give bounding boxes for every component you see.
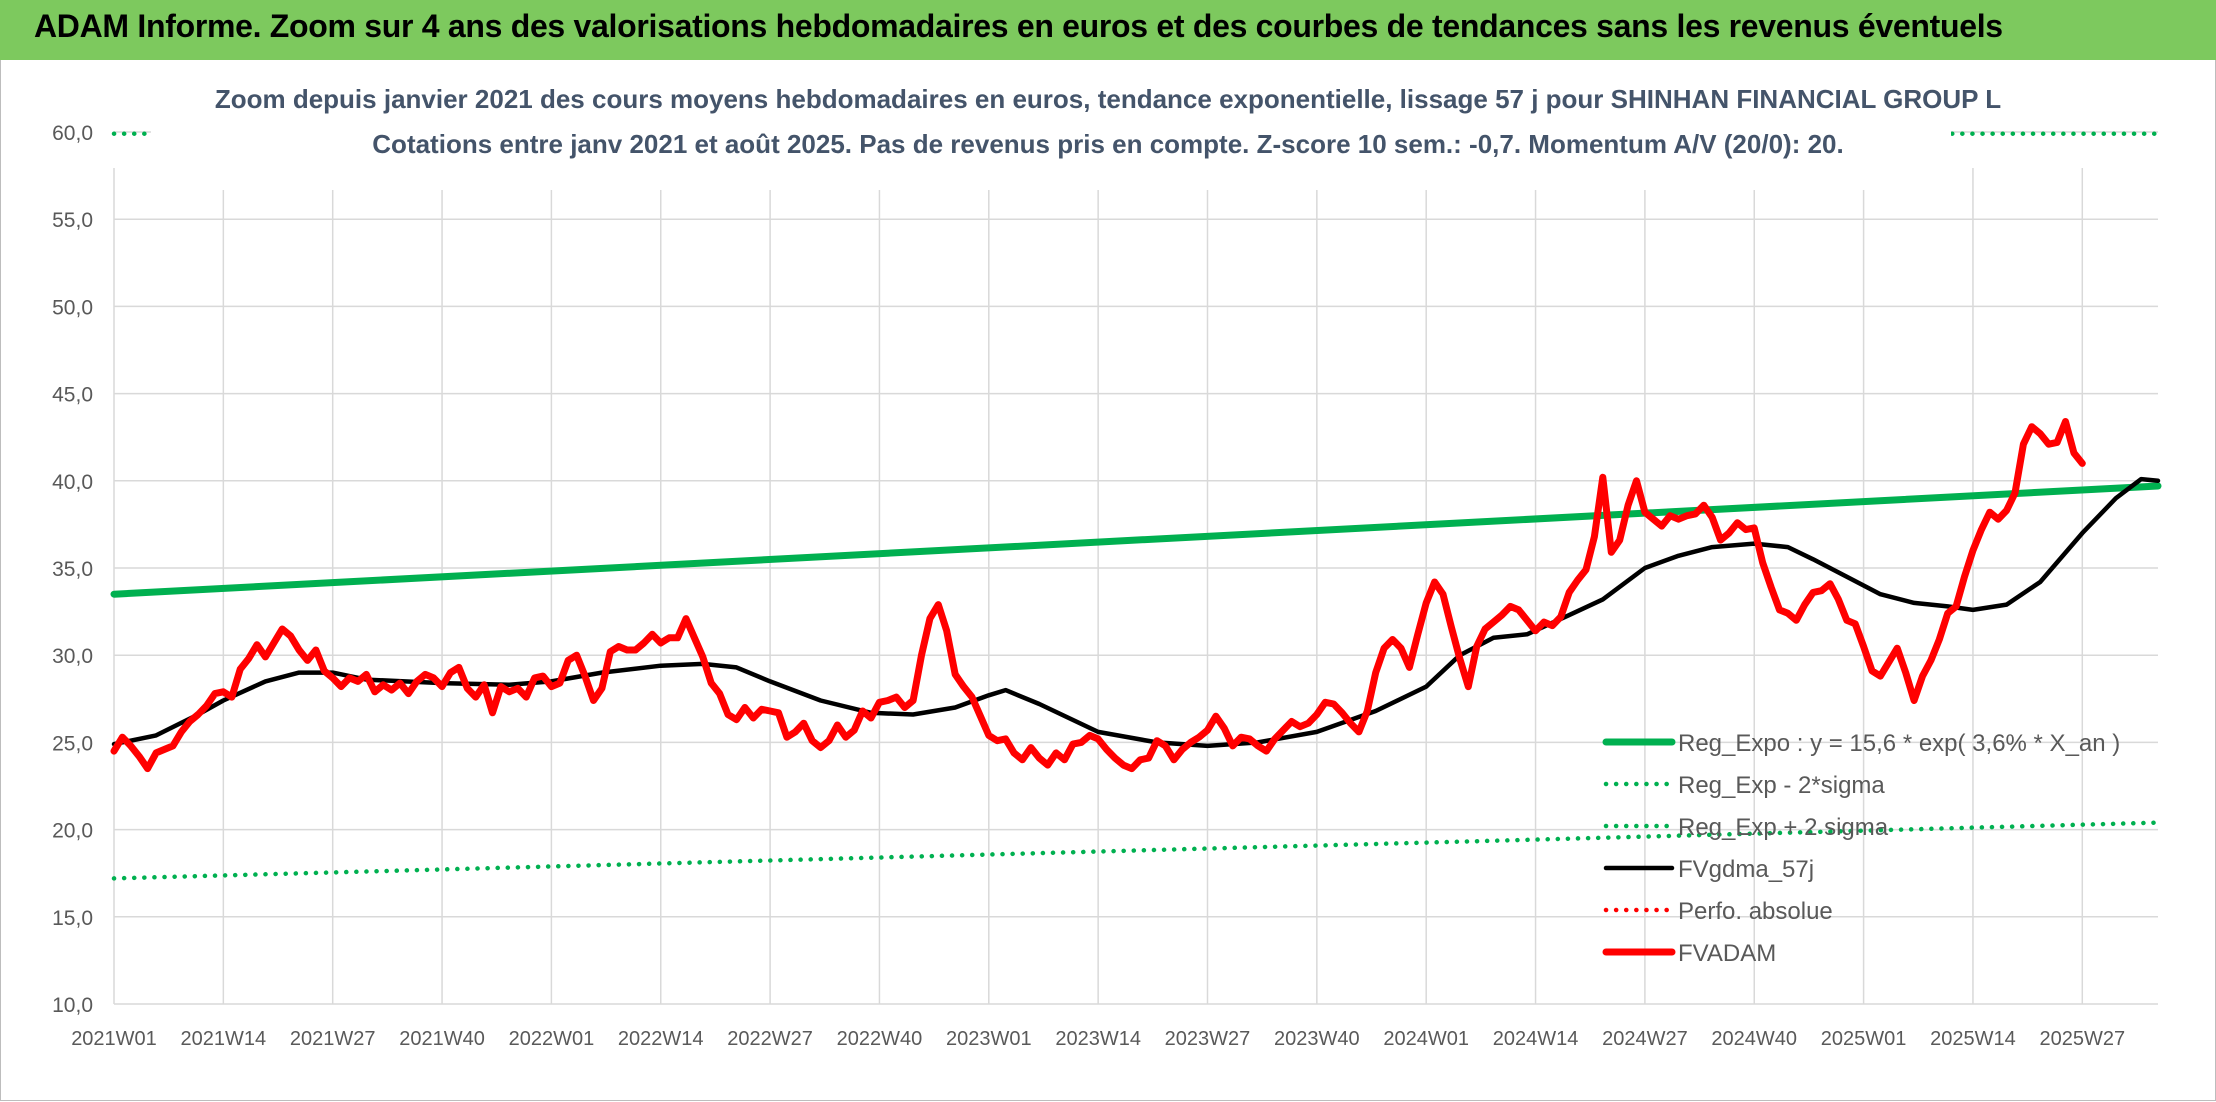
x-tick-label: 2021W27 [290, 1028, 376, 1050]
y-tick-label: 50,0 [52, 296, 93, 319]
series-line [110, 418, 2086, 773]
legend-label: Reg_Expo : y = 15,6 * exp( 3,6% * X_an ) [1678, 730, 2120, 757]
legend-label: Reg_Exp + 2 sigma [1678, 814, 1889, 841]
y-tick-label: 20,0 [52, 820, 93, 843]
x-tick-label: 2024W40 [1711, 1028, 1797, 1050]
x-tick-label: 2025W14 [1930, 1028, 2016, 1050]
x-tick-label: 2022W14 [618, 1028, 704, 1050]
series-group [110, 131, 2162, 881]
x-tick-label: 2024W27 [1602, 1028, 1688, 1050]
x-tick-label: 2024W14 [1493, 1028, 1579, 1050]
chart-area: 10,0 15,0 20,0 25,0 30,0 35,0 40,0 45,0 50,0 55,0… [52, 60, 2162, 1050]
x-tick-label: 2021W01 [71, 1028, 157, 1050]
x-tick-label: 2025W27 [2039, 1028, 2125, 1050]
y-tick-label: 35,0 [52, 558, 93, 581]
y-tick-label: 45,0 [52, 384, 93, 407]
x-tick-label: 2022W01 [509, 1028, 595, 1050]
x-tick-label: 2021W14 [181, 1028, 267, 1050]
report-title: ADAM Informe. Zoom sur 4 ans des valoris… [34, 8, 2003, 44]
x-tick-label: 2022W40 [837, 1028, 923, 1050]
legend-label: FVADAM [1678, 940, 1776, 967]
series-line [111, 476, 2161, 749]
legend-label: Reg_Exp - 2*sigma [1678, 772, 1885, 799]
x-tick-label: 2021W40 [399, 1028, 485, 1050]
series-line [111, 820, 2161, 881]
legend-label: Perfo. absolue [1678, 898, 1833, 925]
y-tick-label: 30,0 [52, 645, 93, 668]
report-banner: ADAM Informe. Zoom sur 4 ans des valoris… [0, 0, 2216, 62]
gridlines [113, 131, 2158, 1005]
x-tick-label: 2023W27 [1165, 1028, 1251, 1050]
chart-frame: 10,0 15,0 20,0 25,0 30,0 35,0 40,0 45,0 50,0 55,0… [0, 60, 2216, 1101]
y-tick-label: 25,0 [52, 732, 93, 755]
x-tick-label: 2023W01 [946, 1028, 1032, 1050]
chart-subtitle: Cotations entre janv 2021 et août 2025. … [372, 129, 1843, 159]
legend-label: FVgdma_57j [1678, 856, 1814, 883]
series-line [110, 482, 2162, 598]
y-axis-ticks: 10,0 15,0 20,0 25,0 30,0 35,0 40,0 45,0 50,0 55,0… [52, 122, 93, 1017]
y-tick-label: 60,0 [52, 122, 93, 145]
x-tick-label: 2022W27 [727, 1028, 813, 1050]
legend: Reg_Expo : y = 15,6 * exp( 3,6% * X_an )… [1602, 730, 2120, 967]
x-axis-ticks: 2021W01 2021W14 2021W27 2021W40 2022W01 2022W… [71, 1028, 2125, 1050]
x-tick-label: 2024W01 [1383, 1028, 1469, 1050]
y-tick-label: 55,0 [52, 209, 93, 232]
x-tick-label: 2023W14 [1055, 1028, 1141, 1050]
x-tick-label: 2023W40 [1274, 1028, 1360, 1050]
y-tick-label: 40,0 [52, 471, 93, 494]
x-tick-label: 2025W01 [1821, 1028, 1907, 1050]
chart-title: Zoom depuis janvier 2021 des cours moyen… [215, 84, 2001, 114]
y-tick-label: 15,0 [52, 907, 93, 930]
title-background [151, 60, 1951, 190]
y-tick-label: 10,0 [52, 994, 93, 1017]
